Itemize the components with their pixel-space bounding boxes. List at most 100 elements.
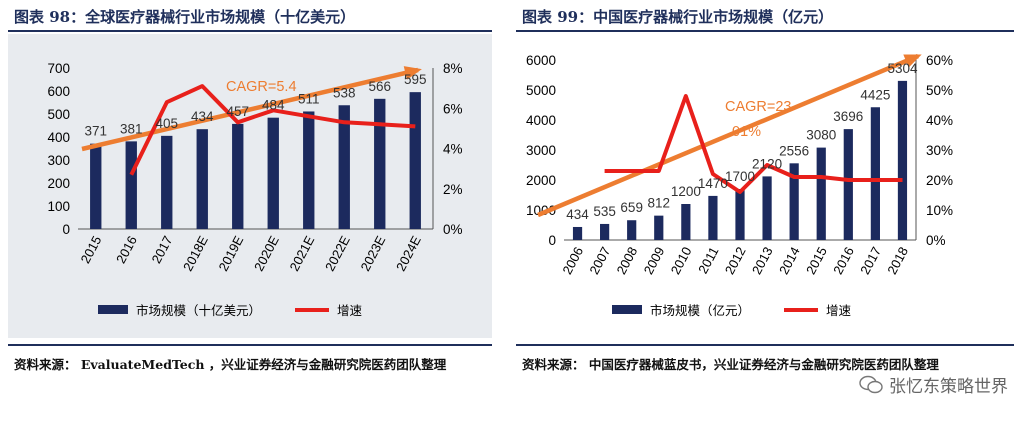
bar-value-label: 538 — [333, 85, 356, 100]
source-divider — [8, 344, 492, 346]
bar-value-label: 1200 — [671, 184, 701, 199]
bar — [897, 80, 908, 240]
bar-value-label: 381 — [120, 121, 143, 136]
x-tick-label: 2009 — [641, 244, 668, 277]
cagr-label: CAGR=23 — [725, 99, 792, 115]
left-chart-panel: 图表 98：全球医疗器械行业市场规模（十亿美元） 0 100 200 300 400 50… — [0, 0, 500, 422]
bar — [600, 223, 610, 240]
y-tick-label-left: 100 — [47, 199, 70, 214]
x-tick-label: 2020E — [251, 233, 282, 274]
right-chart-panel: 图表 99：中国医疗器械行业市场规模（亿元） 0 1000 2000 3000 4000… — [508, 0, 1022, 422]
y-tick-label-left: 200 — [47, 176, 70, 191]
cagr-trend-line — [537, 53, 919, 218]
y-tick-label-left: 600 — [47, 84, 70, 99]
bar — [681, 204, 691, 240]
bar-value-label: 405 — [155, 116, 178, 131]
y-tick-label-right: 4% — [443, 142, 463, 157]
x-tick-label: 2016 — [830, 244, 857, 277]
y-tick-label-right: 0% — [443, 222, 463, 237]
legend-line-swatch — [295, 307, 330, 312]
y-tick-label-right: 40% — [926, 113, 953, 128]
bar — [870, 107, 880, 240]
bar — [267, 117, 279, 229]
y-tick-label-right: 50% — [926, 83, 953, 98]
x-tick-label: 2017 — [149, 233, 176, 266]
y-tick-label-right: 60% — [926, 53, 953, 68]
bar-value-label: 2556 — [779, 143, 809, 158]
bar-value-label: 566 — [368, 79, 391, 94]
chart-title: 图表 98：全球医疗器械行业市场规模（十亿美元） — [14, 8, 356, 26]
x-tick-label: 2011 — [695, 244, 721, 276]
y-tick-label-left: 0 — [62, 222, 70, 237]
x-tick-label: 2012 — [722, 244, 749, 277]
source-note: 资料来源： EvaluateMedTech ，兴业证券经济与金融研究院医药团队整… — [14, 357, 447, 372]
legend-line-label: 增速 — [337, 303, 363, 318]
x-tick-label: 2018E — [180, 233, 211, 274]
bar-value-label: 3080 — [806, 128, 836, 143]
x-tick-label: 2015 — [78, 233, 105, 266]
bar-value-label: 659 — [620, 200, 643, 215]
watermark: 张忆东策略世界 — [859, 372, 1008, 397]
y-tick-label-right: 30% — [926, 143, 953, 158]
bar-value-label: 2120 — [752, 156, 782, 171]
bar — [843, 129, 853, 240]
x-tick-label: 2010 — [668, 244, 695, 277]
x-tick-label: 2021E — [287, 233, 318, 274]
bar — [762, 176, 772, 240]
bar-value-label: 595 — [404, 72, 427, 87]
y-tick-label-right: 10% — [926, 203, 953, 218]
bar-value-label: 511 — [298, 91, 320, 106]
cagr-arrowhead — [403, 66, 422, 80]
y-tick-label-left: 2000 — [526, 173, 556, 188]
cagr-label: 01% — [732, 124, 761, 140]
y-tick-label-left: 5000 — [526, 83, 556, 98]
x-tick-label: 2014 — [776, 244, 803, 277]
legend-item-bar: 市场规模（十亿美元） — [98, 300, 261, 319]
y-tick-label-right: 8% — [443, 61, 463, 76]
legend-item-line: 增速 — [784, 300, 851, 319]
bar — [90, 143, 102, 229]
x-tick-label: 2022E — [322, 233, 353, 274]
bar — [338, 105, 350, 229]
y-tick-label-left: 400 — [47, 130, 70, 145]
title-divider — [8, 30, 492, 32]
chart-title: 图表 99：中国医疗器械行业市场规模（亿元） — [522, 8, 834, 26]
y-tick-label-left: 6000 — [526, 53, 556, 68]
bar-value-label: 434 — [191, 109, 214, 124]
bar — [303, 111, 315, 229]
x-tick-label: 2016 — [113, 233, 140, 266]
x-tick-label: 2015 — [803, 244, 830, 277]
bar — [196, 129, 208, 229]
bar-value-label: 371 — [84, 124, 107, 139]
bar-value-label: 5304 — [887, 61, 918, 76]
bar-value-label: 4425 — [860, 87, 890, 102]
x-tick-label: 2018 — [884, 244, 911, 277]
y-tick-label-left: 500 — [47, 107, 70, 122]
y-tick-label-right: 2% — [443, 182, 463, 197]
bar-value-label: 1470 — [698, 176, 728, 191]
x-tick-label: 2017 — [857, 244, 884, 277]
chart-legend: 市场规模（亿元） 增速 — [612, 300, 851, 319]
bar — [708, 195, 718, 240]
bar-value-label: 484 — [262, 98, 285, 113]
x-tick-label: 2006 — [559, 244, 586, 277]
bar — [789, 163, 799, 240]
global-market-chart: 0 100 200 300 400 500 600 700 0% 2% 4% 6% 8% 371 381 40… — [47, 61, 463, 274]
x-tick-label: 2013 — [749, 244, 776, 277]
x-tick-label: 2023E — [358, 233, 389, 274]
bar — [232, 123, 244, 229]
x-tick-label: 2007 — [586, 244, 613, 277]
chat-bubble-icon — [859, 375, 883, 393]
bar — [374, 98, 386, 229]
legend-bar-label: 市场规模（十亿美元） — [136, 303, 262, 318]
cagr-trend-line — [81, 67, 419, 152]
bar-value-label: 1700 — [725, 169, 755, 184]
bar-value-label: 3696 — [833, 109, 863, 124]
y-tick-label-left: 4000 — [526, 113, 556, 128]
y-tick-label-left: 3000 — [526, 143, 556, 158]
y-tick-label-right: 6% — [443, 101, 463, 116]
y-tick-label-left: 0 — [548, 233, 556, 248]
legend-bar-swatch — [612, 305, 642, 314]
growth-line — [604, 94, 903, 194]
watermark-text: 张忆东策略世界 — [889, 377, 1008, 397]
